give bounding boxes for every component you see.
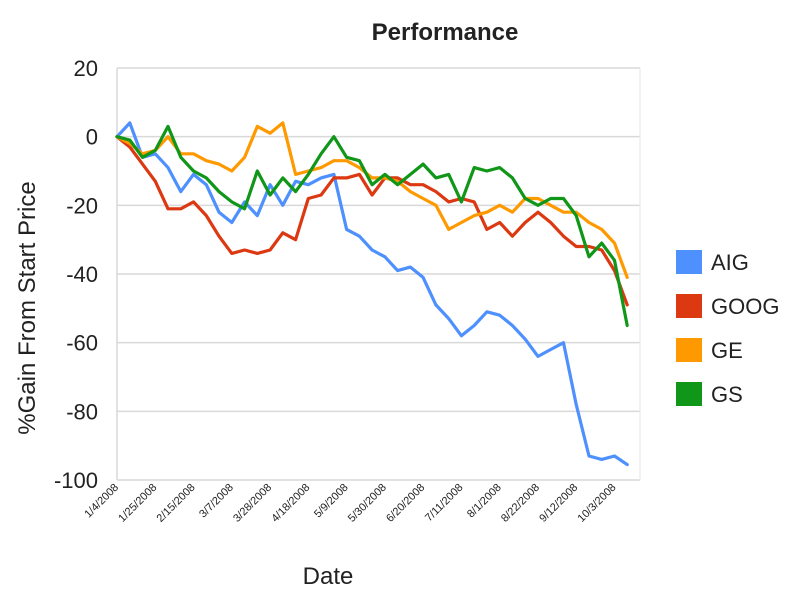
legend-swatch-goog [676, 294, 702, 318]
x-tick-label: 6/20/2008 [384, 482, 427, 525]
legend-swatch-gs [676, 382, 702, 406]
legend-label-goog: GOOG [711, 294, 779, 319]
x-tick-label: 1/25/2008 [116, 482, 159, 525]
x-tick-label: 7/11/2008 [423, 482, 466, 525]
legend: AIG GOOG GE GS [676, 250, 779, 407]
x-tick-label: 3/28/2008 [231, 482, 274, 525]
y-tick-label: -100 [54, 468, 98, 493]
y-tick-label: -80 [66, 399, 98, 424]
series-line-aig [115, 121, 629, 467]
y-tick-label: 0 [86, 125, 98, 150]
x-tick-label: 9/12/2008 [537, 482, 580, 525]
x-tick-label: 4/18/2008 [269, 482, 312, 525]
x-tick-label: 10/3/2008 [576, 482, 619, 525]
series-line-ge [115, 121, 629, 279]
x-tick-label: 3/7/2008 [197, 482, 236, 521]
x-tick-label: 5/9/2008 [312, 482, 351, 521]
y-axis-ticks: 20 0 -20 -40 -60 -80 -100 [54, 56, 98, 493]
y-tick-label: -40 [66, 262, 98, 287]
x-tick-label: 8/1/2008 [465, 482, 504, 521]
x-tick-label: 8/22/2008 [499, 482, 542, 525]
series-lines [115, 121, 629, 467]
x-tick-label: 2/15/2008 [155, 482, 198, 525]
y-axis-label: %Gain From Start Price [14, 181, 41, 434]
x-tick-label: 5/30/2008 [346, 482, 389, 525]
x-axis-label: Date [303, 563, 354, 590]
y-tick-label: -60 [66, 331, 98, 356]
legend-label-gs: GS [711, 382, 743, 407]
legend-swatch-aig [676, 250, 702, 274]
legend-label-aig: AIG [711, 250, 749, 275]
y-tick-label: -20 [66, 193, 98, 218]
y-tick-label: 20 [74, 56, 98, 81]
series-line-goog [115, 135, 629, 307]
legend-swatch-ge [676, 338, 702, 362]
series-line-gs [115, 124, 629, 328]
legend-label-ge: GE [711, 338, 743, 363]
gridlines [116, 67, 641, 481]
chart-title: Performance [372, 19, 519, 46]
